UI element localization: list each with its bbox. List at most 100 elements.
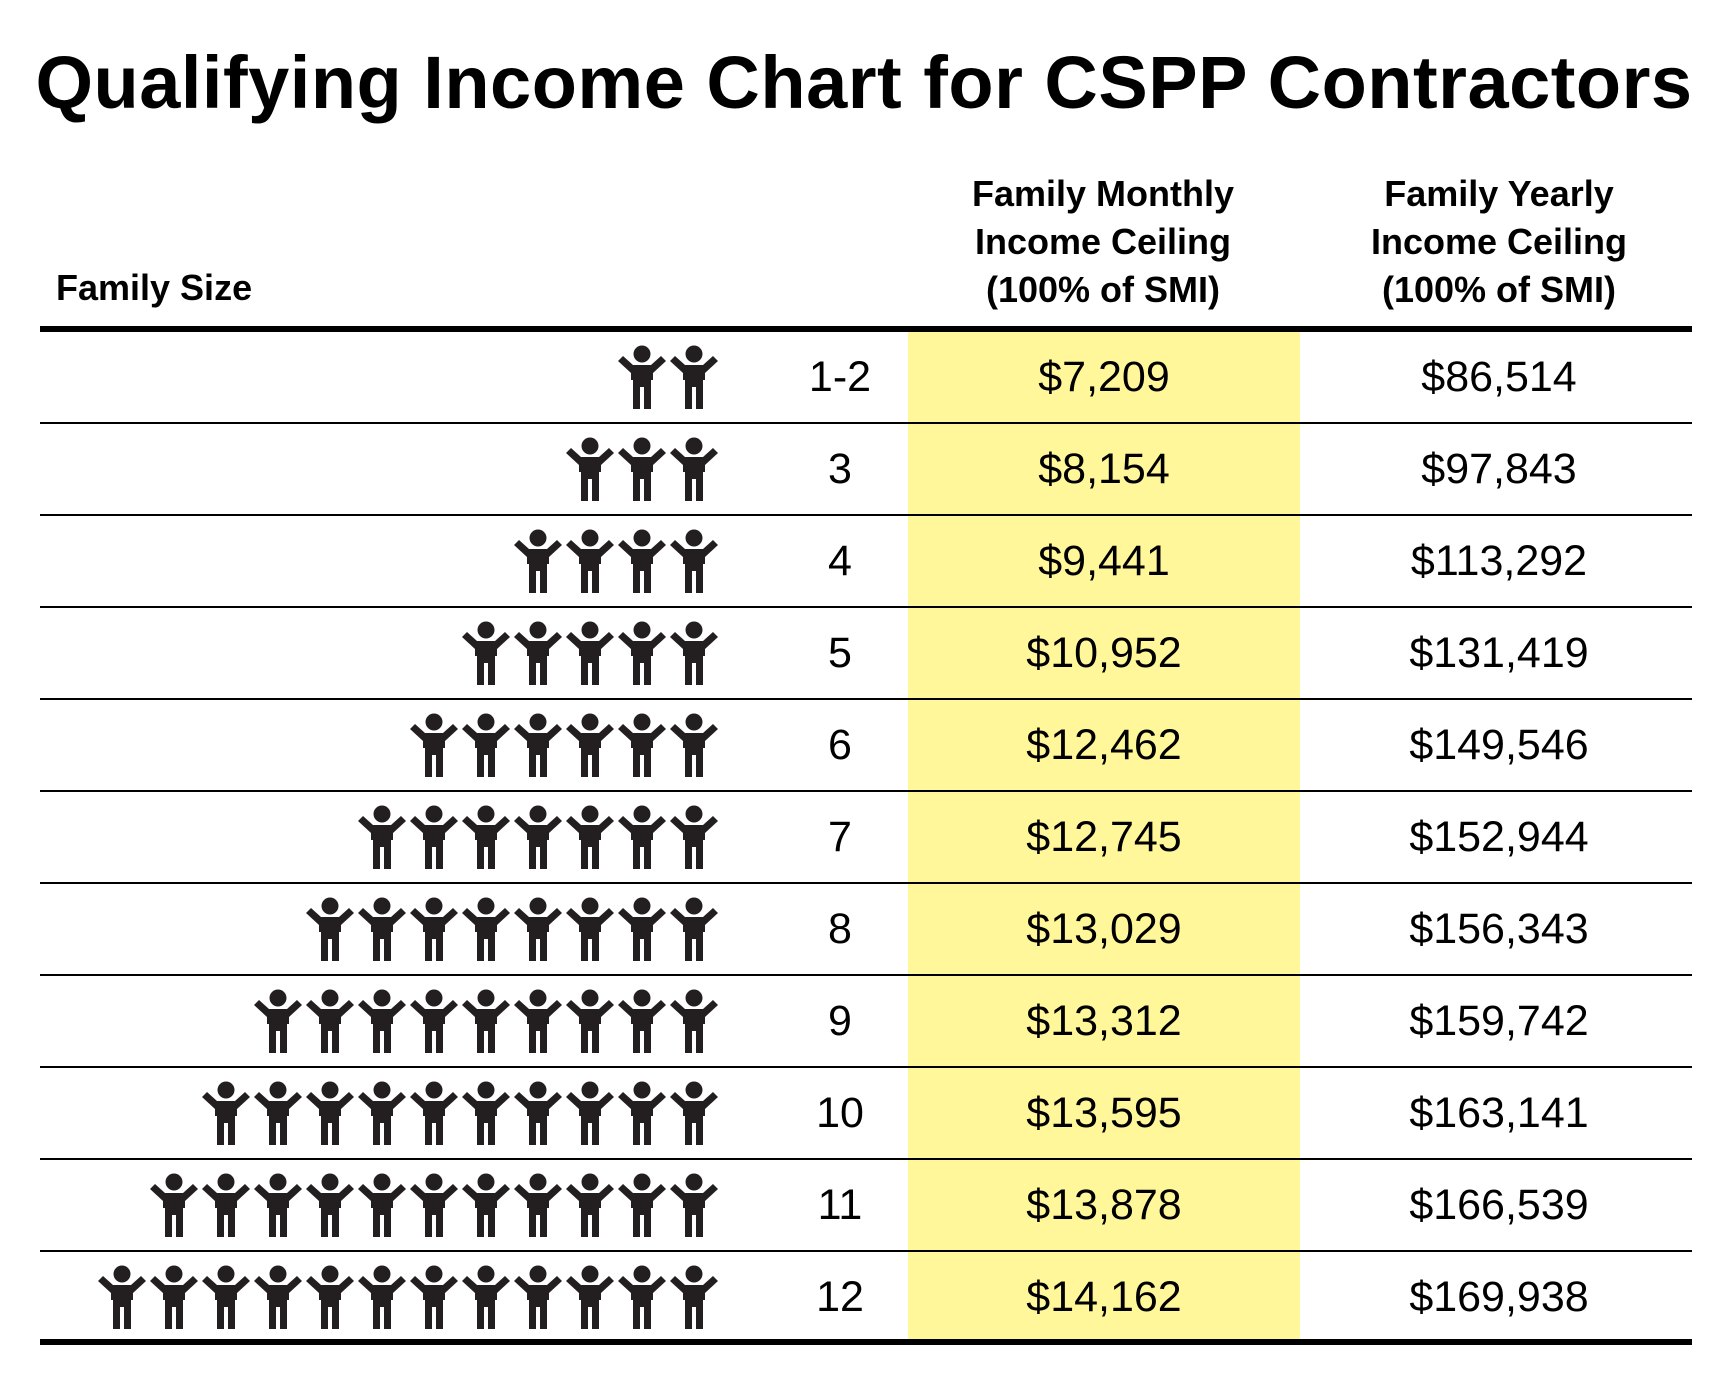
monthly-income-cell: $12,462 [1026,721,1182,769]
person-icon [460,805,512,871]
table-row: 4 $9,441 $113,292 [40,516,1692,608]
person-icon [408,897,460,963]
person-icon [252,1081,304,1147]
person-icon [668,713,720,779]
person-icon [304,1173,356,1239]
person-icon [512,1173,564,1239]
family-size-cell: 9 [828,997,852,1045]
person-icon [408,805,460,871]
person-icon [616,1081,668,1147]
table-row: 6 $12,462 $149,546 [40,700,1692,792]
family-icons [148,1173,720,1239]
person-icon [512,805,564,871]
yearly-income-cell: $156,343 [1409,905,1589,953]
family-size-cell: 1-2 [808,353,872,401]
monthly-income-cell: $9,441 [1038,537,1170,585]
person-icon [564,1081,616,1147]
family-size-cell: 11 [817,1181,863,1229]
person-icon [616,989,668,1055]
person-icon [668,1265,720,1331]
income-table: 1-2 $7,209 $86,514 3 $8,154 $97,843 4 $9,441 $11… [40,332,1692,1344]
person-icon [512,897,564,963]
yearly-income-cell: $113,292 [1410,537,1588,585]
person-icon [564,989,616,1055]
person-icon [460,1173,512,1239]
person-icon [148,1173,200,1239]
person-icon [356,989,408,1055]
family-size-cell: 5 [828,629,852,677]
table-row: 1-2 $7,209 $86,514 [40,332,1692,424]
person-icon [616,437,668,503]
table-row: 11 $13,878 $166,539 [40,1160,1692,1252]
person-icon [252,1265,304,1331]
person-icon [564,529,616,595]
family-icons [460,621,720,687]
person-icon [564,1265,616,1331]
person-icon [356,1173,408,1239]
person-icon [304,1265,356,1331]
family-size-cell: 10 [816,1089,864,1137]
monthly-income-cell: $10,952 [1026,629,1182,677]
person-icon [668,805,720,871]
header-monthly-income: Family Monthly Income Ceiling (100% of S… [908,170,1298,314]
person-icon [668,621,720,687]
person-icon [460,989,512,1055]
family-icons [252,989,720,1055]
person-icon [564,1173,616,1239]
person-icon [408,713,460,779]
person-icon [408,1081,460,1147]
person-icon [460,1265,512,1331]
yearly-income-cell: $131,419 [1409,629,1589,677]
person-icon [564,805,616,871]
person-icon [408,1265,460,1331]
person-icon [304,989,356,1055]
page-title: Qualifying Income Chart for CSPP Contrac… [35,41,1693,124]
table-row: 12 $14,162 $169,938 [40,1252,1692,1344]
family-size-cell: 7 [828,813,852,861]
person-icon [356,1265,408,1331]
person-icon [304,897,356,963]
family-size-cell: 8 [828,905,852,953]
monthly-income-cell: $13,029 [1026,905,1182,953]
person-icon [304,1081,356,1147]
monthly-income-cell: $13,595 [1026,1089,1182,1137]
person-icon [512,529,564,595]
family-icons [616,345,720,411]
person-icon [564,897,616,963]
family-size-cell: 4 [828,537,852,585]
table-row: 3 $8,154 $97,843 [40,424,1692,516]
header-yearly-income: Family Yearly Income Ceiling (100% of SM… [1300,170,1698,314]
table-row: 5 $10,952 $131,419 [40,608,1692,700]
header-yearly-line: Income Ceiling [1370,221,1628,262]
person-icon [200,1173,252,1239]
yearly-income-cell: $163,141 [1409,1089,1589,1137]
person-icon [512,713,564,779]
table-row: 7 $12,745 $152,944 [40,792,1692,884]
person-icon [148,1265,200,1331]
footer-rule [40,1339,1692,1345]
monthly-income-cell: $14,162 [1026,1273,1182,1321]
person-icon [668,989,720,1055]
person-icon [252,1173,304,1239]
person-icon [668,437,720,503]
yearly-income-cell: $169,938 [1409,1273,1589,1321]
header-rule [40,326,1692,332]
header-yearly-line: (100% of SMI) [1381,269,1617,310]
person-icon [512,621,564,687]
person-icon [460,897,512,963]
header-monthly-line: Income Ceiling [974,221,1232,262]
header-monthly-line: Family Monthly [971,173,1235,214]
person-icon [564,437,616,503]
person-icon [200,1081,252,1147]
header-monthly-line: (100% of SMI) [985,269,1221,310]
family-icons [304,897,720,963]
header-yearly-line: Family Yearly [1384,173,1614,214]
family-size-cell: 12 [816,1273,864,1321]
yearly-income-cell: $86,514 [1421,353,1577,401]
person-icon [616,805,668,871]
person-icon [616,529,668,595]
monthly-column-highlight [908,332,1300,1339]
person-icon [616,897,668,963]
family-icons [96,1265,720,1331]
person-icon [564,621,616,687]
